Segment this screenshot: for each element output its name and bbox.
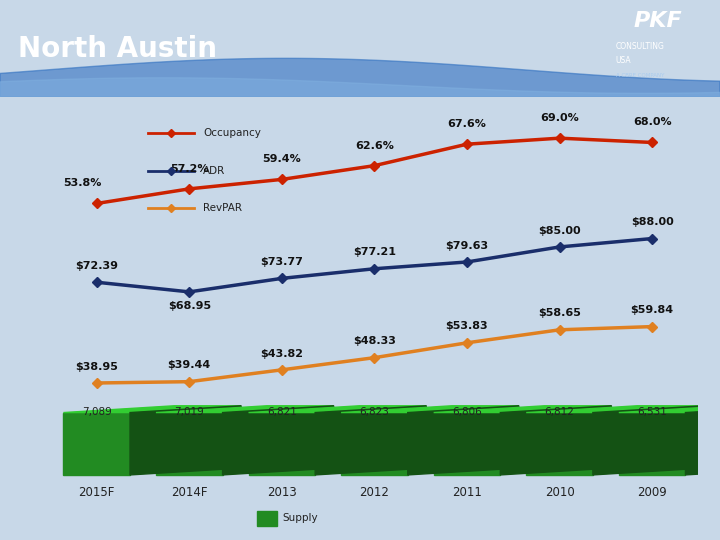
Text: $58.65: $58.65: [538, 308, 581, 319]
Text: $48.33: $48.33: [353, 336, 396, 346]
Text: $72.39: $72.39: [75, 261, 118, 271]
Bar: [433, 413, 500, 475]
Text: 7,089: 7,089: [82, 407, 112, 417]
Text: North Austin: North Austin: [18, 35, 217, 63]
Text: $39.44: $39.44: [168, 360, 211, 370]
Bar: [258, 511, 276, 526]
Polygon shape: [593, 406, 704, 475]
Bar: [618, 413, 685, 475]
Text: $59.84: $59.84: [631, 305, 674, 315]
Text: 2013: 2013: [267, 486, 297, 500]
Text: 2011: 2011: [452, 486, 482, 500]
Bar: [156, 413, 222, 475]
Text: PKF: PKF: [634, 11, 683, 31]
Polygon shape: [526, 406, 704, 413]
Text: 6,812: 6,812: [544, 407, 575, 417]
Text: 7,019: 7,019: [174, 407, 204, 417]
Text: CONSULTING: CONSULTING: [616, 42, 665, 51]
Text: 2015F: 2015F: [78, 486, 115, 500]
Text: $77.21: $77.21: [353, 247, 396, 258]
Text: 69.0%: 69.0%: [540, 113, 579, 123]
Bar: [248, 413, 315, 475]
Text: 2014F: 2014F: [171, 486, 207, 500]
Text: $73.77: $73.77: [261, 257, 303, 267]
Polygon shape: [315, 406, 426, 475]
Bar: [341, 413, 408, 475]
Polygon shape: [130, 406, 241, 475]
Text: $79.63: $79.63: [446, 241, 489, 251]
Text: 6,823: 6,823: [359, 407, 390, 417]
Text: 6,531: 6,531: [637, 407, 667, 417]
Text: 6,806: 6,806: [452, 407, 482, 417]
Text: $53.83: $53.83: [446, 321, 488, 332]
Text: $43.82: $43.82: [261, 348, 303, 359]
Text: 68.0%: 68.0%: [633, 117, 672, 127]
Text: A CBRE COMPANY: A CBRE COMPANY: [616, 73, 664, 78]
Text: Occupancy: Occupancy: [203, 128, 261, 138]
Polygon shape: [500, 406, 611, 475]
Polygon shape: [63, 406, 241, 413]
Text: $38.95: $38.95: [76, 362, 118, 372]
Text: $85.00: $85.00: [539, 226, 581, 235]
Polygon shape: [618, 406, 720, 413]
Text: 2010: 2010: [544, 486, 575, 500]
Text: 53.8%: 53.8%: [63, 178, 102, 188]
Text: 67.6%: 67.6%: [448, 119, 487, 129]
Polygon shape: [156, 406, 333, 413]
Text: ADR: ADR: [203, 166, 225, 176]
Polygon shape: [408, 406, 519, 475]
Text: 2009: 2009: [637, 486, 667, 500]
Text: USA: USA: [616, 56, 631, 65]
Polygon shape: [222, 406, 333, 475]
Polygon shape: [341, 406, 519, 413]
Polygon shape: [248, 406, 426, 413]
Text: Supply: Supply: [282, 514, 318, 523]
Bar: [63, 413, 130, 475]
Text: 62.6%: 62.6%: [355, 140, 394, 151]
Text: 2012: 2012: [359, 486, 390, 500]
Polygon shape: [685, 406, 720, 475]
Text: 59.4%: 59.4%: [263, 154, 301, 164]
Text: $68.95: $68.95: [168, 301, 211, 311]
Polygon shape: [433, 406, 611, 413]
Text: 57.2%: 57.2%: [170, 164, 209, 174]
Text: 6,821: 6,821: [267, 407, 297, 417]
Bar: [526, 413, 593, 475]
Text: $88.00: $88.00: [631, 217, 673, 227]
Text: RevPAR: RevPAR: [203, 204, 242, 213]
